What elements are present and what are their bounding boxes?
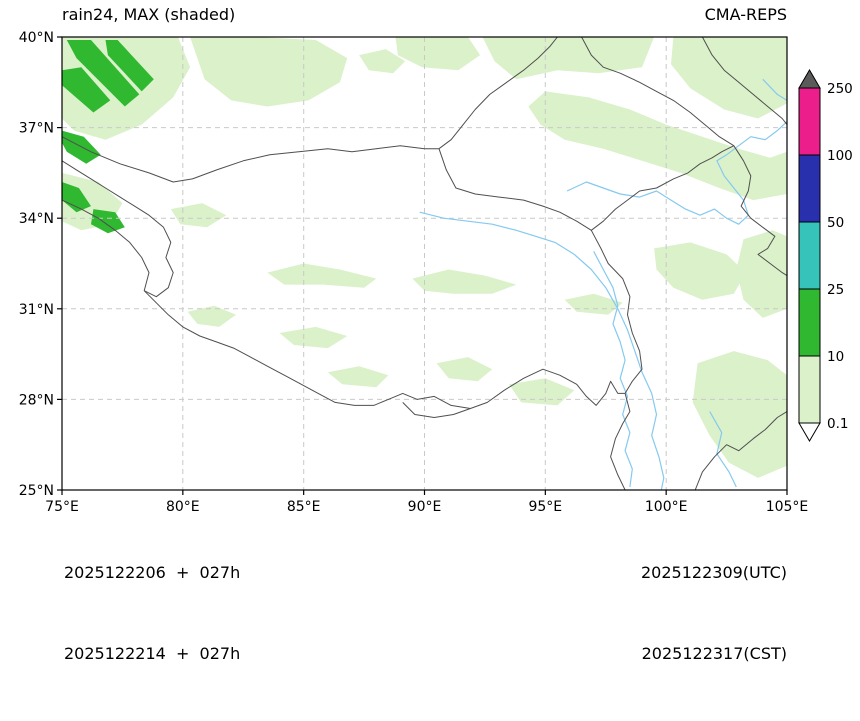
colorbar-tick-label: 50 (827, 215, 844, 231)
precip-shading-10-25 (91, 209, 125, 234)
colorbar-tick-label: 100 (827, 148, 853, 164)
precip-shading-10-25 (62, 182, 91, 213)
colorbar-over-arrow (798, 69, 821, 89)
init-time-utc: 2025122206 + 027h (64, 563, 241, 582)
precip-shading-0.1-10 (412, 269, 517, 294)
colorbar-under-arrow (798, 422, 821, 442)
province-boundary (62, 160, 174, 298)
colorbar-segment (798, 154, 821, 223)
x-tick-label: 100°E (645, 499, 688, 515)
precip-shading-10-25 (62, 67, 111, 113)
x-tick-label: 85°E (287, 499, 321, 515)
footer-init-times: 2025122206 + 027h 2025122214 + 027h (64, 505, 240, 721)
river (593, 251, 633, 488)
precip-shading-0.1-10 (509, 378, 575, 406)
river (419, 211, 665, 490)
footer-valid-times: 2025122309(UTC) 2025122317(CST) (641, 505, 787, 721)
y-tick-label: 25°N (19, 483, 54, 499)
colorbar-tick-label: 0.1 (827, 416, 848, 432)
precip-shading-0.1-10 (170, 203, 227, 228)
province-boundary (701, 37, 787, 125)
precip-shading-0.1-10 (654, 242, 746, 300)
colorbar: 250 100 50 25 10 0.1 (798, 69, 853, 442)
precip-shading-0.1-10 (436, 357, 493, 382)
x-tick-label: 75°E (45, 499, 79, 515)
precip-shading-10-25 (105, 40, 154, 92)
map-plot: 75°E 80°E 85°E 90°E 95°E 100°E 105°E 25°N 28°N 31… (19, 30, 853, 515)
map-layers (62, 37, 787, 490)
river (762, 78, 787, 101)
precip-shading-0.1-10 (187, 305, 236, 327)
init-time-cst: 2025122214 + 027h (64, 644, 241, 663)
precip-shading-0.1-10 (359, 49, 406, 74)
precip-shading-10-25 (66, 40, 140, 107)
precip-shading-0.1-10 (327, 366, 389, 388)
y-tick-label: 28°N (19, 392, 54, 408)
province-boundary (590, 230, 643, 490)
precip-shading-0.1-10 (190, 37, 348, 107)
precip-shading-0.1-10 (267, 263, 377, 288)
x-tick-label: 95°E (528, 499, 562, 515)
precip-shading-0.1-10 (395, 37, 481, 71)
province-boundary (438, 145, 735, 231)
colorbar-segment (798, 221, 821, 290)
y-tick-label: 37°N (19, 121, 54, 137)
chart-title: rain24, MAX (shaded) (62, 5, 236, 24)
colorbar-tick-label: 10 (827, 349, 844, 365)
valid-time-cst: 2025122317(CST) (641, 644, 787, 663)
x-tick-label: 90°E (408, 499, 442, 515)
precip-shading-0.1-10 (736, 230, 787, 318)
province-boundary (62, 199, 626, 409)
province-boundary (581, 37, 787, 277)
x-tick-label: 105°E (766, 499, 809, 515)
precip-shading-0.1-10 (279, 326, 348, 349)
colorbar-tick-label: 250 (827, 81, 853, 97)
valid-time-utc: 2025122309(UTC) (641, 563, 787, 582)
precip-shading-0.1-10 (692, 351, 787, 478)
colorbar-segment (798, 87, 821, 156)
colorbar-segment (798, 355, 821, 424)
y-tick-label: 34°N (19, 211, 54, 227)
precip-shading-0.1-10 (564, 293, 623, 315)
x-tick-label: 80°E (166, 499, 200, 515)
province-boundary (402, 402, 471, 418)
colorbar-tick-label: 25 (827, 282, 844, 298)
y-tick-label: 31°N (19, 302, 54, 318)
weather-chart-page: rain24, MAX (shaded) CMA-REPS 75°E 80°E 85… (19, 5, 853, 663)
y-tick-label: 40°N (19, 30, 54, 46)
province-boundary (62, 37, 558, 183)
colorbar-segment (798, 288, 821, 357)
model-name: CMA-REPS (704, 5, 787, 24)
province-boundary (694, 411, 787, 490)
